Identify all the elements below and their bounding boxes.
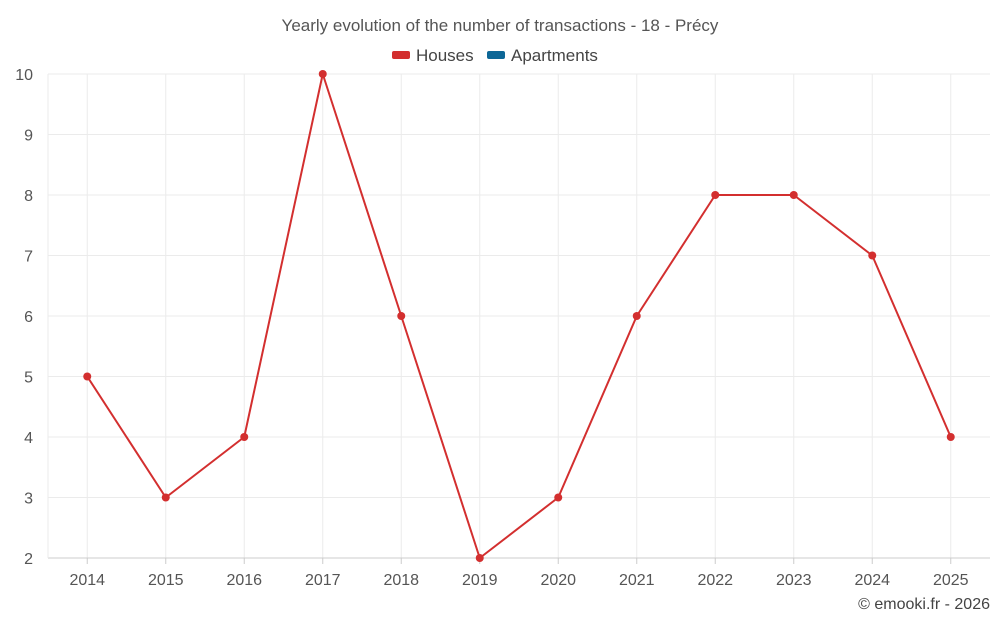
x-tick-label: 2021	[619, 572, 655, 589]
x-axis-ticks: 2014 2015 2016 2017 2018 2019 2020 2021 2022 2023…	[69, 572, 968, 589]
legend-swatch-apartments	[487, 51, 505, 59]
x-tick-label: 2018	[383, 572, 419, 589]
legend-item-apartments[interactable]: Apartments	[487, 46, 598, 65]
data-point-houses-2020[interactable]	[554, 493, 563, 502]
legend-label-apartments: Apartments	[511, 46, 598, 65]
data-point-houses-2014[interactable]	[83, 372, 92, 381]
x-tick-label: 2023	[776, 572, 812, 589]
data-point-houses-2022[interactable]	[711, 191, 720, 199]
data-point-houses-2024[interactable]	[868, 251, 877, 260]
data-point-houses-2016[interactable]	[240, 433, 249, 441]
series-line-houses	[86, 73, 952, 559]
legend-swatch-houses	[392, 51, 410, 59]
y-tick-label: 7	[24, 249, 33, 266]
legend-label-houses: Houses	[416, 46, 474, 65]
data-point-houses-2017[interactable]	[318, 70, 327, 78]
x-tick-label: 2020	[540, 572, 576, 589]
y-tick-label: 9	[24, 128, 33, 145]
x-tick-label: 2019	[462, 572, 498, 589]
footer-credit: © emooki.fr - 2026	[858, 596, 990, 613]
x-tick-label: 2017	[305, 572, 341, 589]
y-tick-label: 4	[24, 430, 33, 447]
x-tick-label: 2016	[226, 572, 262, 589]
y-tick-label: 6	[24, 309, 33, 326]
series-layer	[83, 70, 955, 562]
chart-title: Yearly evolution of the number of transa…	[282, 16, 719, 35]
y-tick-label: 10	[15, 67, 33, 84]
y-tick-label: 8	[24, 188, 33, 205]
x-tick-label: 2024	[854, 572, 890, 589]
axes	[47, 74, 990, 564]
data-point-houses-2023[interactable]	[789, 191, 798, 199]
x-tick-label: 2025	[933, 572, 969, 589]
x-tick-label: 2015	[148, 572, 184, 589]
y-tick-label: 5	[24, 370, 33, 387]
legend: Houses Apartments	[392, 46, 598, 65]
data-point-houses-2025[interactable]	[946, 433, 955, 441]
gridlines	[48, 73, 990, 558]
x-tick-label: 2022	[697, 572, 733, 589]
data-point-houses-2015[interactable]	[161, 493, 170, 502]
y-tick-label: 2	[24, 551, 33, 568]
y-tick-label: 3	[24, 491, 33, 508]
data-point-houses-2019[interactable]	[475, 554, 484, 562]
legend-item-houses[interactable]: Houses	[392, 46, 474, 65]
data-point-houses-2018[interactable]	[397, 312, 406, 320]
y-axis-ticks: 2 3 4 5 6 7 8 9 10	[15, 67, 33, 568]
data-point-houses-2021[interactable]	[632, 312, 641, 320]
x-tick-label: 2014	[69, 572, 105, 589]
